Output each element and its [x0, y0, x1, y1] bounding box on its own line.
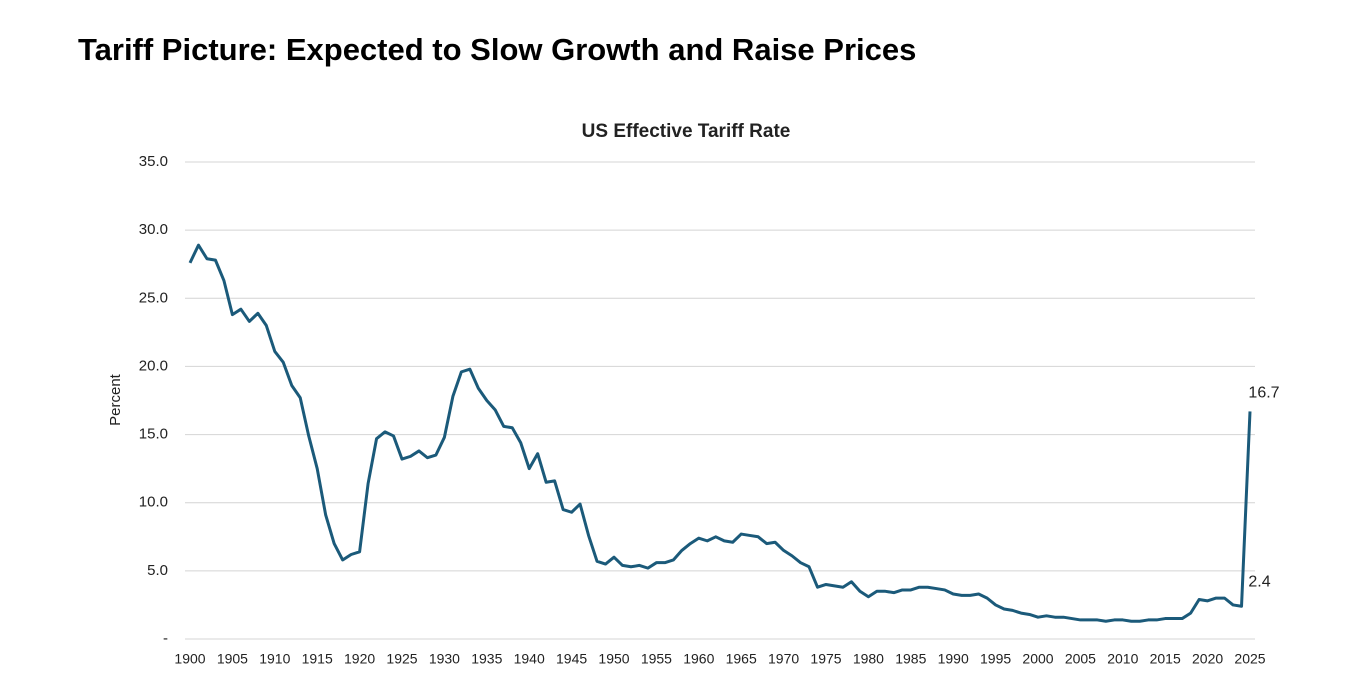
x-tick-label: 1970: [768, 651, 799, 667]
x-tick-label: 1945: [556, 651, 587, 667]
y-tick-label: 15.0: [139, 426, 168, 443]
y-axis-label: Percent: [107, 373, 124, 426]
x-tick-label: 2025: [1234, 651, 1265, 667]
y-tick-label: 10.0: [139, 494, 168, 511]
x-tick-label: 1920: [344, 651, 375, 667]
x-tick-label: 1965: [726, 651, 757, 667]
x-tick-label: 1915: [302, 651, 333, 667]
data-label: 2.4: [1248, 574, 1270, 591]
x-tick-label: 1905: [217, 651, 248, 667]
chart-title: US Effective Tariff Rate: [582, 121, 791, 142]
y-tick-label: 20.0: [139, 357, 168, 374]
x-tick-label: 2015: [1150, 651, 1181, 667]
x-tick-label: 2020: [1192, 651, 1223, 667]
x-tick-label: 2000: [1022, 651, 1053, 667]
x-tick-label: 1985: [895, 651, 926, 667]
x-tick-label: 1940: [514, 651, 545, 667]
line-series: [188, 243, 1252, 623]
x-tick-label: 1910: [259, 651, 290, 667]
data-label: 16.7: [1248, 385, 1279, 402]
x-tick-label: 1930: [429, 651, 460, 667]
x-tick-label: 1900: [174, 651, 205, 667]
x-tick-label: 1990: [938, 651, 969, 667]
x-tick-label: 1925: [386, 651, 417, 667]
x-tick-label: 1935: [471, 651, 502, 667]
y-tick-label: 5.0: [147, 562, 168, 579]
x-tick-label: 1975: [810, 651, 841, 667]
x-tick-label: 1950: [598, 651, 629, 667]
y-tick-label: -: [163, 630, 168, 647]
y-tick-label: 35.0: [139, 153, 168, 170]
page-title: Tariff Picture: Expected to Slow Growth …: [78, 32, 916, 67]
x-tick-label: 1980: [853, 651, 884, 667]
x-tick-label: 1995: [980, 651, 1011, 667]
x-tick-label: 1960: [683, 651, 714, 667]
y-tick-label: 30.0: [139, 221, 168, 238]
x-tick-label: 2010: [1107, 651, 1138, 667]
y-tick-label: 25.0: [139, 289, 168, 306]
x-tick-label: 1955: [641, 651, 672, 667]
x-tick-label: 2005: [1065, 651, 1096, 667]
